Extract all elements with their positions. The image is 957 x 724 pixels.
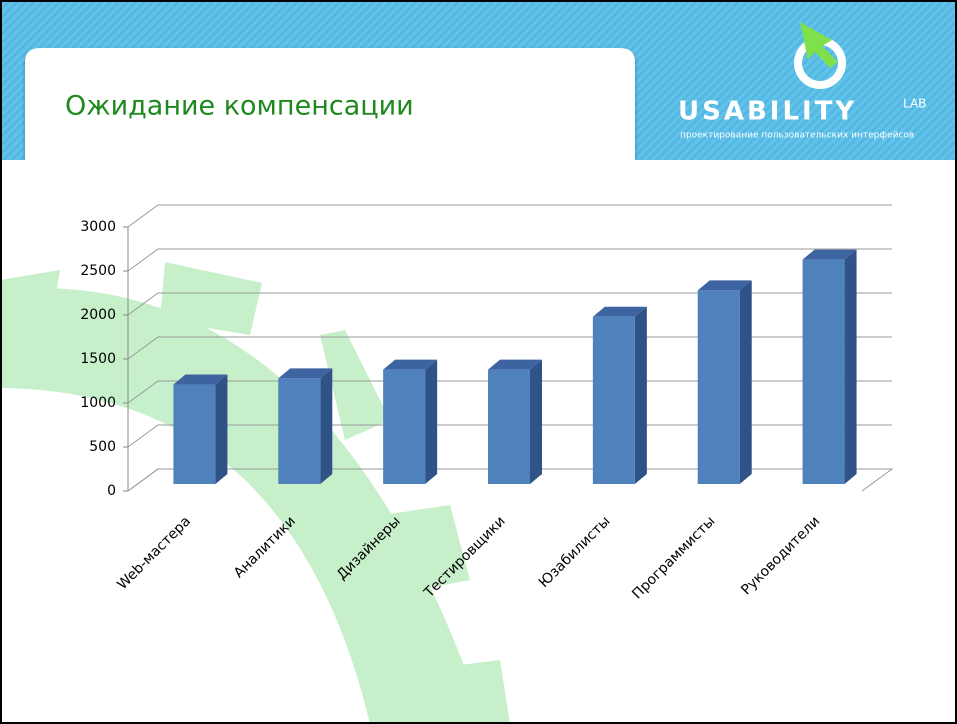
bar-top [697,280,752,291]
bar [802,259,845,484]
y-tick-label: 0 [107,483,116,499]
logo: USABILITY LAB проектирование пользовател… [678,22,926,141]
grid-line [127,468,892,492]
y-tick-label: 2000 [80,307,116,323]
bar-side [320,368,333,484]
y-tick-label: 3000 [80,219,116,235]
y-tick-label: 2500 [80,263,116,279]
logo-arrow [800,22,838,68]
bar-side [215,374,228,484]
bar-top [173,374,228,385]
logo-suffix: LAB [903,97,926,111]
grid-line [127,424,892,448]
bar [278,378,321,484]
grid-line [127,336,892,360]
bar [383,369,426,484]
bar-side [425,359,438,484]
bar-top [383,359,438,370]
bar-side [530,359,542,484]
bar-side [844,249,857,484]
gear-decoration [0,262,510,724]
content-area [0,160,957,724]
y-tick-label: 1000 [80,395,116,411]
grid-line [127,248,892,272]
grid-line [127,380,892,404]
title-panel [25,48,635,165]
slide-title: Ожидание компенсации [65,91,414,122]
grid-line [127,292,892,316]
bar [697,290,740,484]
bar-side [634,306,647,484]
logo-name: USABILITY [678,97,857,127]
logo-tagline: проектирование пользовательских интерфей… [680,131,914,141]
bar [173,384,216,484]
bar [592,316,635,484]
grid-line [127,204,892,228]
bar-top [278,368,333,379]
bar-top [488,359,542,370]
bar-side [739,280,752,484]
y-tick-label: 500 [89,439,116,455]
bar-top [802,249,857,260]
bar [488,369,530,484]
y-tick-label: 1500 [80,351,116,367]
bar-top [592,306,647,317]
